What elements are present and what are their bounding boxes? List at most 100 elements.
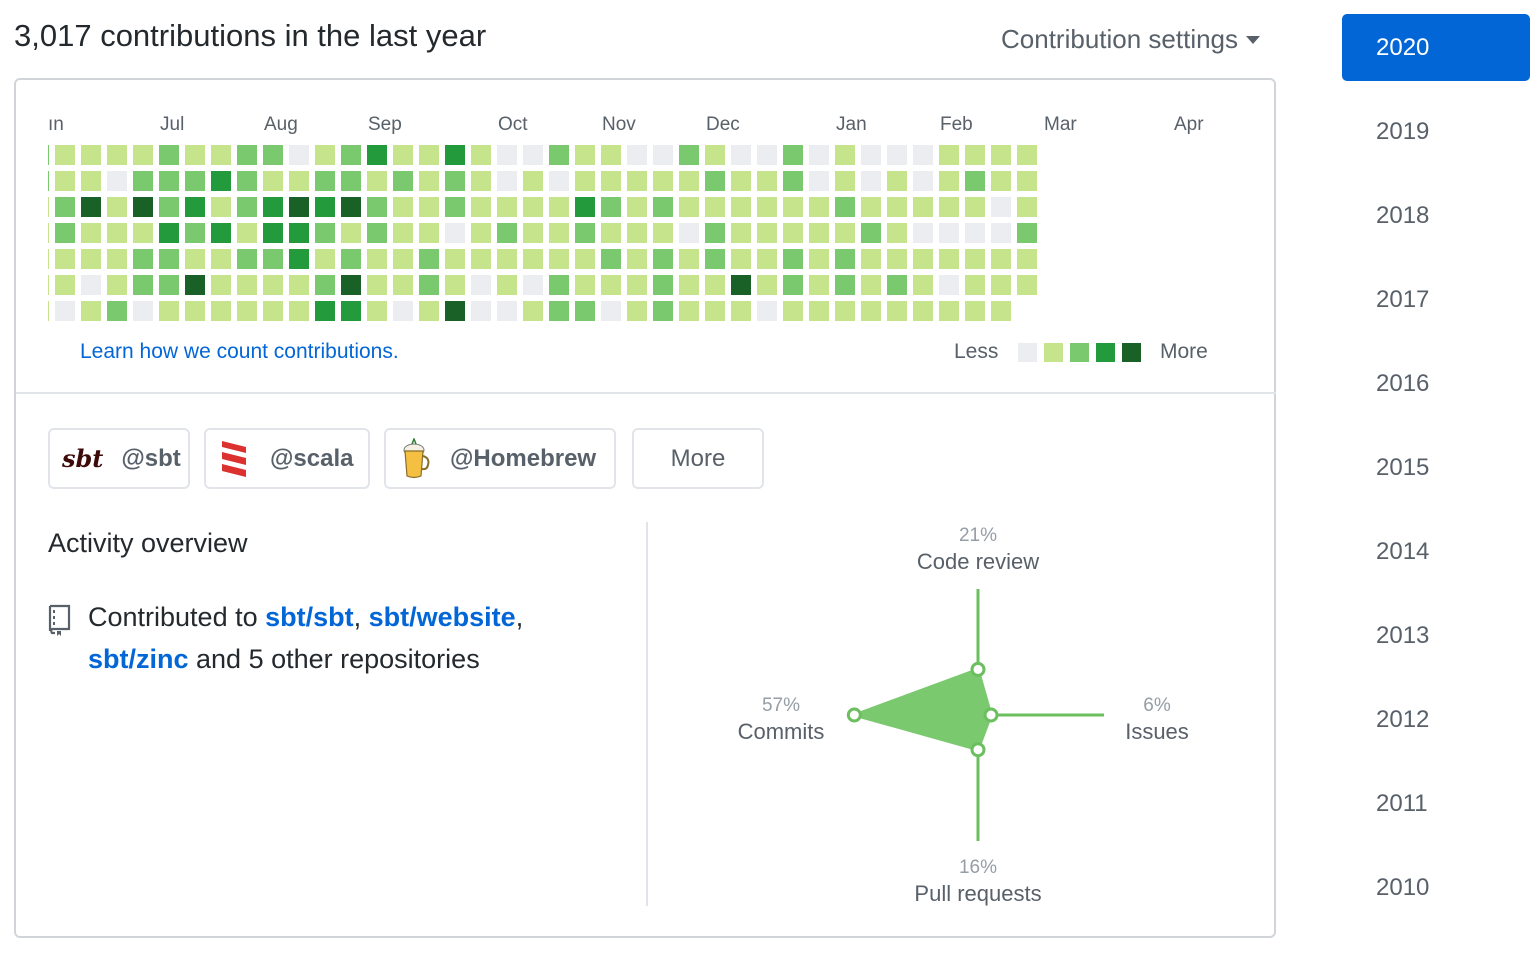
contribution-day[interactable] <box>185 249 205 269</box>
contribution-day[interactable] <box>523 249 543 269</box>
contribution-day[interactable] <box>341 197 361 217</box>
contribution-day[interactable] <box>497 197 517 217</box>
contribution-day[interactable] <box>107 145 127 165</box>
contribution-day[interactable] <box>913 145 933 165</box>
contribution-day[interactable] <box>263 301 283 321</box>
contribution-day[interactable] <box>1017 249 1037 269</box>
contribution-day[interactable] <box>471 145 491 165</box>
contribution-day[interactable] <box>315 171 335 191</box>
contribution-day[interactable] <box>523 223 543 243</box>
contribution-day[interactable] <box>731 197 751 217</box>
contribution-day[interactable] <box>289 145 309 165</box>
contribution-day[interactable] <box>133 275 153 295</box>
contribution-day[interactable] <box>575 171 595 191</box>
contribution-day[interactable] <box>393 197 413 217</box>
contribution-day[interactable] <box>185 171 205 191</box>
contribution-day[interactable] <box>653 197 673 217</box>
contribution-day[interactable] <box>575 223 595 243</box>
contribution-day[interactable] <box>289 171 309 191</box>
contribution-day[interactable] <box>523 301 543 321</box>
contribution-day[interactable] <box>341 145 361 165</box>
contribution-day[interactable] <box>601 197 621 217</box>
contribution-day[interactable] <box>523 171 543 191</box>
contribution-day[interactable] <box>991 197 1011 217</box>
contribution-day[interactable] <box>211 223 231 243</box>
year-link-2011[interactable]: 2011 <box>1376 790 1428 817</box>
contribution-day[interactable] <box>887 301 907 321</box>
contribution-day[interactable] <box>549 275 569 295</box>
contribution-day[interactable] <box>81 145 101 165</box>
contribution-day[interactable] <box>497 171 517 191</box>
contribution-day[interactable] <box>679 223 699 243</box>
contribution-day[interactable] <box>367 223 387 243</box>
year-link-2010[interactable]: 2010 <box>1376 874 1430 901</box>
contribution-day[interactable] <box>367 197 387 217</box>
contribution-day[interactable] <box>679 197 699 217</box>
contribution-day[interactable] <box>419 145 439 165</box>
contribution-day[interactable] <box>315 223 335 243</box>
contribution-day[interactable] <box>575 301 595 321</box>
contribution-day[interactable] <box>445 301 465 321</box>
contribution-day[interactable] <box>575 145 595 165</box>
contribution-day[interactable] <box>29 223 49 243</box>
contribution-day[interactable] <box>965 197 985 217</box>
contribution-day[interactable] <box>185 197 205 217</box>
contribution-day[interactable] <box>471 197 491 217</box>
contribution-day[interactable] <box>237 223 257 243</box>
contribution-day[interactable] <box>107 223 127 243</box>
contribution-day[interactable] <box>341 171 361 191</box>
contribution-day[interactable] <box>757 145 777 165</box>
contribution-day[interactable] <box>419 171 439 191</box>
contribution-day[interactable] <box>861 301 881 321</box>
contribution-day[interactable] <box>939 275 959 295</box>
contribution-settings-dropdown[interactable]: Contribution settings <box>1001 24 1261 55</box>
contribution-day[interactable] <box>991 171 1011 191</box>
contribution-day[interactable] <box>809 301 829 321</box>
contribution-day[interactable] <box>913 301 933 321</box>
contribution-day[interactable] <box>939 171 959 191</box>
contribution-day[interactable] <box>133 145 153 165</box>
contribution-day[interactable] <box>211 197 231 217</box>
contribution-day[interactable] <box>55 171 75 191</box>
year-link-2014[interactable]: 2014 <box>1376 538 1430 565</box>
contribution-day[interactable] <box>991 223 1011 243</box>
contribution-day[interactable] <box>367 249 387 269</box>
year-link-2016[interactable]: 2016 <box>1376 370 1430 397</box>
contribution-day[interactable] <box>29 275 49 295</box>
contribution-day[interactable] <box>575 249 595 269</box>
contribution-day[interactable] <box>341 249 361 269</box>
contribution-day[interactable] <box>783 145 803 165</box>
contribution-day[interactable] <box>653 223 673 243</box>
contribution-day[interactable] <box>601 145 621 165</box>
contribution-day[interactable] <box>757 171 777 191</box>
year-link-2012[interactable]: 2012 <box>1376 706 1430 733</box>
contribution-day[interactable] <box>471 171 491 191</box>
contribution-day[interactable] <box>523 197 543 217</box>
contribution-day[interactable] <box>783 197 803 217</box>
contribution-day[interactable] <box>29 249 49 269</box>
org-button-homebrew[interactable]: @Homebrew <box>384 428 616 489</box>
contribution-day[interactable] <box>159 249 179 269</box>
contribution-day[interactable] <box>601 223 621 243</box>
contribution-day[interactable] <box>419 301 439 321</box>
contribution-day[interactable] <box>627 301 647 321</box>
contribution-day[interactable] <box>445 171 465 191</box>
year-link-2019[interactable]: 2019 <box>1376 118 1430 145</box>
contribution-day[interactable] <box>549 223 569 243</box>
contribution-day[interactable] <box>653 301 673 321</box>
contribution-day[interactable] <box>861 275 881 295</box>
contribution-day[interactable] <box>471 223 491 243</box>
contribution-day[interactable] <box>133 171 153 191</box>
contribution-day[interactable] <box>835 197 855 217</box>
year-link-2020[interactable]: 2020 <box>1342 14 1530 81</box>
contribution-day[interactable] <box>783 171 803 191</box>
contribution-day[interactable] <box>965 171 985 191</box>
org-button-scala[interactable]: @scala <box>204 428 370 489</box>
contribution-day[interactable] <box>835 145 855 165</box>
contribution-day[interactable] <box>627 145 647 165</box>
contribution-day[interactable] <box>861 145 881 165</box>
contribution-day[interactable] <box>731 275 751 295</box>
contribution-day[interactable] <box>835 275 855 295</box>
contribution-day[interactable] <box>913 197 933 217</box>
contribution-day[interactable] <box>419 275 439 295</box>
